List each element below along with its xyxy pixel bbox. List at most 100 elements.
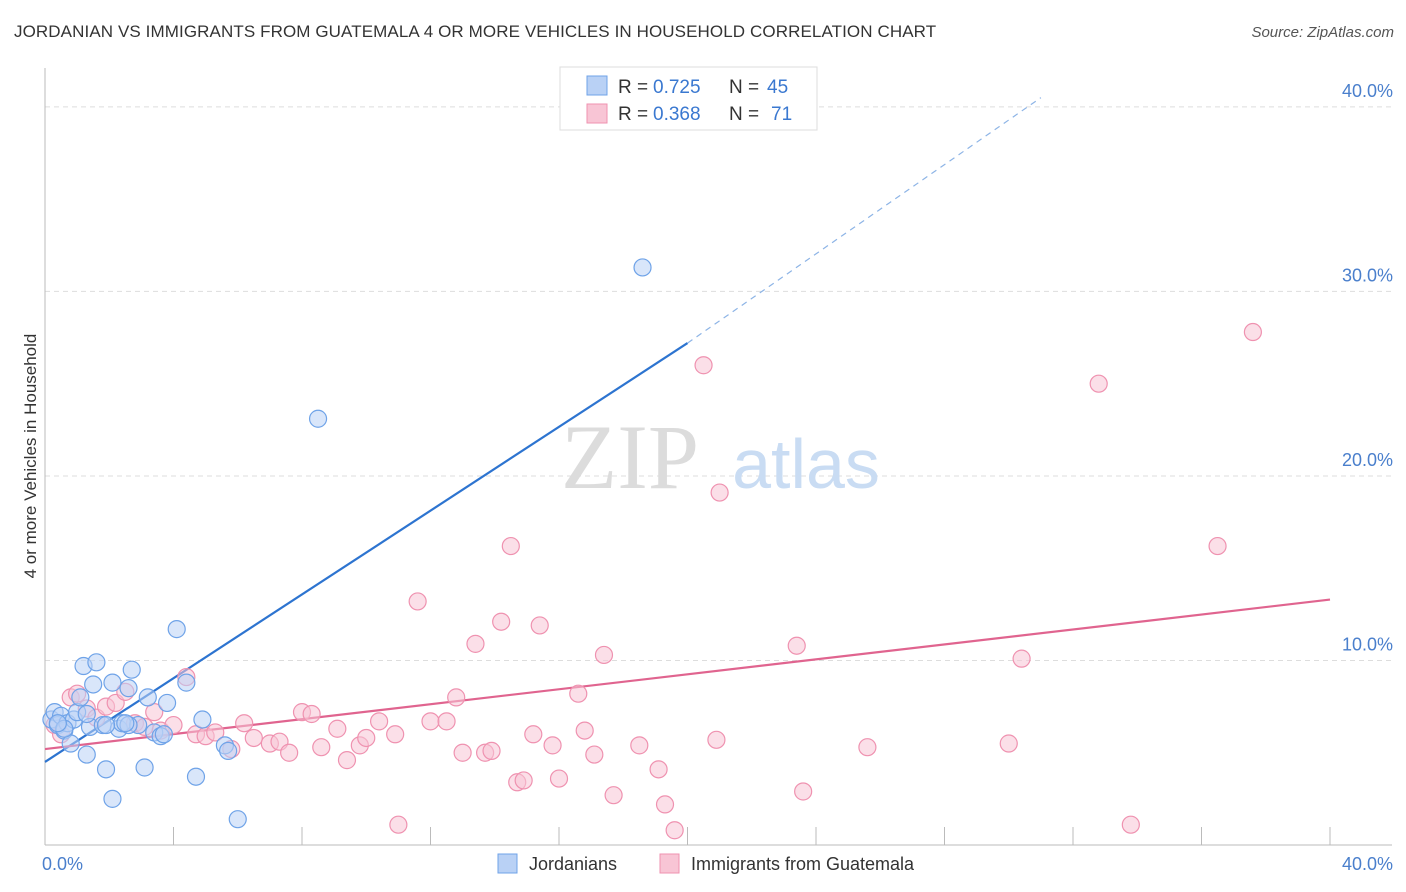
point-guatemala-25 <box>302 704 321 724</box>
point-guatemala-33 <box>389 815 408 834</box>
point-guatemala-43 <box>501 536 520 556</box>
point-jordanians-34 <box>228 810 247 829</box>
point-guatemala-67 <box>1089 374 1108 393</box>
point-guatemala-20 <box>244 728 263 748</box>
stats-legend-n-label-1: N = <box>729 77 759 98</box>
trend-line-guatemala <box>44 598 1331 751</box>
point-guatemala-55 <box>630 736 649 755</box>
point-jordanians-44 <box>116 714 135 733</box>
x-tick-label-max: 40.0% <box>1342 854 1393 874</box>
source-credit: Source: ZipAtlas.com <box>1251 24 1394 41</box>
point-guatemala-17 <box>206 723 225 742</box>
legend-label-jordanians: Jordanians <box>529 854 617 874</box>
point-jordanians-23 <box>135 758 154 777</box>
stats-legend-n-value-2: 71 <box>771 104 792 125</box>
point-guatemala-35 <box>421 712 440 731</box>
point-guatemala-27 <box>328 719 347 738</box>
watermark-zip: ZIP <box>561 406 699 508</box>
point-guatemala-52 <box>585 745 604 764</box>
point-guatemala-32 <box>386 725 405 744</box>
y-axis-label: 4 or more Vehicles in Household <box>21 334 40 579</box>
point-guatemala-50 <box>569 684 588 703</box>
series-jordanians-points <box>42 258 652 829</box>
point-guatemala-53 <box>594 645 614 665</box>
stats-legend-n-value-1: 45 <box>767 77 788 98</box>
point-jordanians-33 <box>219 741 238 760</box>
series-guatemala-points <box>45 322 1263 840</box>
point-guatemala-28 <box>337 751 357 770</box>
point-guatemala-19 <box>235 714 254 733</box>
point-guatemala-23 <box>280 743 299 762</box>
y-tick-label-10: 10.0% <box>1342 634 1393 654</box>
point-guatemala-34 <box>408 592 427 611</box>
stats-legend-r-value-2: 0.368 <box>653 104 701 125</box>
point-guatemala-38 <box>466 634 485 653</box>
series-legend: Jordanians Immigrants from Guatemala <box>497 853 915 874</box>
point-jordanians-31 <box>193 710 212 729</box>
point-jordanians-29 <box>177 673 196 692</box>
y-axis-tick-labels: 10.0% 20.0% 30.0% 40.0% <box>1342 81 1393 655</box>
gridlines <box>45 106 1392 661</box>
point-guatemala-49 <box>549 769 569 788</box>
stats-legend-r-value-1: 0.725 <box>653 77 701 98</box>
point-jordanians-13 <box>84 675 103 694</box>
trend-line-jordanians-extension <box>687 97 1042 344</box>
stats-legend-n-label-2: N = <box>729 104 759 125</box>
point-jordanians-28 <box>167 620 186 639</box>
point-guatemala-46 <box>524 725 543 744</box>
point-guatemala-54 <box>604 786 623 805</box>
stats-legend-r-label-2: R = <box>618 104 648 125</box>
point-jordanians-16 <box>96 760 116 779</box>
legend-swatch-jordanians <box>497 853 518 874</box>
point-guatemala-26 <box>312 738 331 757</box>
point-guatemala-56 <box>649 760 668 779</box>
point-jordanians-39 <box>96 715 116 735</box>
point-guatemala-51 <box>575 721 594 740</box>
point-jordanians-11 <box>77 745 96 764</box>
point-guatemala-70 <box>1243 322 1263 342</box>
y-tick-label-30: 30.0% <box>1342 265 1393 285</box>
x-tick-label-min: 0.0% <box>42 854 83 874</box>
point-guatemala-66 <box>1012 649 1031 668</box>
point-guatemala-42 <box>492 612 511 631</box>
point-jordanians-27 <box>157 693 177 713</box>
point-guatemala-48 <box>543 736 562 755</box>
point-guatemala-41 <box>482 741 501 760</box>
stats-legend: R = 0.725 N = 45 R = 0.368 N = 71 <box>559 66 818 131</box>
point-guatemala-59 <box>694 356 713 375</box>
point-guatemala-64 <box>858 738 877 757</box>
point-jordanians-20 <box>119 679 138 698</box>
point-jordanians-43 <box>77 704 96 724</box>
point-jordanians-21 <box>122 660 141 679</box>
stats-legend-r-label-1: R = <box>618 77 648 98</box>
legend-label-guatemala: Immigrants from Guatemala <box>691 854 915 874</box>
point-jordanians-41 <box>154 725 173 744</box>
point-guatemala-68 <box>1121 815 1140 834</box>
point-jordanians-37 <box>103 789 122 808</box>
point-guatemala-39 <box>453 743 472 762</box>
point-guatemala-63 <box>794 782 813 801</box>
point-guatemala-31 <box>370 712 389 731</box>
legend-swatch-guatemala <box>659 853 680 874</box>
point-jordanians-24 <box>138 688 157 707</box>
point-jordanians-35 <box>308 409 328 428</box>
point-guatemala-36 <box>437 712 456 731</box>
point-jordanians-36 <box>633 258 652 277</box>
watermark-atlas: atlas <box>732 425 880 503</box>
point-guatemala-60 <box>707 730 726 749</box>
point-guatemala-69 <box>1208 536 1227 556</box>
y-tick-label-20: 20.0% <box>1342 450 1393 470</box>
point-guatemala-37 <box>447 688 466 707</box>
point-guatemala-58 <box>665 821 684 840</box>
point-jordanians-14 <box>87 653 106 672</box>
point-guatemala-57 <box>655 795 675 814</box>
y-tick-label-40: 40.0% <box>1342 81 1393 101</box>
chart-title: JORDANIAN VS IMMIGRANTS FROM GUATEMALA 4… <box>14 22 937 41</box>
point-jordanians-17 <box>103 673 122 692</box>
point-jordanians-30 <box>186 767 206 786</box>
stats-legend-swatch-pink <box>586 103 608 124</box>
point-jordanians-42 <box>48 714 67 733</box>
stats-legend-swatch-blue <box>586 75 608 96</box>
point-guatemala-45 <box>514 771 533 790</box>
